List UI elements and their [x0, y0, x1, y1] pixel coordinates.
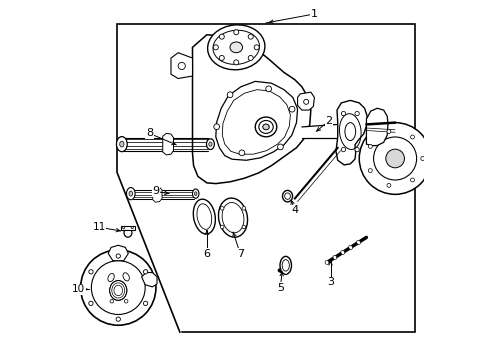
Ellipse shape	[265, 86, 271, 92]
Ellipse shape	[89, 301, 93, 306]
Ellipse shape	[410, 178, 414, 182]
Text: 10: 10	[72, 284, 85, 294]
Ellipse shape	[124, 300, 128, 303]
Ellipse shape	[120, 141, 124, 147]
Ellipse shape	[124, 228, 132, 237]
Ellipse shape	[386, 130, 390, 134]
Ellipse shape	[386, 183, 390, 187]
Ellipse shape	[262, 124, 269, 130]
Ellipse shape	[303, 99, 308, 104]
Polygon shape	[215, 81, 297, 160]
Ellipse shape	[367, 144, 371, 148]
Polygon shape	[163, 134, 173, 155]
Circle shape	[81, 250, 156, 325]
Ellipse shape	[348, 246, 352, 249]
Ellipse shape	[367, 168, 371, 172]
Circle shape	[91, 261, 145, 315]
Ellipse shape	[116, 254, 120, 258]
Text: 6: 6	[203, 248, 210, 258]
Ellipse shape	[227, 92, 232, 98]
Ellipse shape	[233, 30, 238, 35]
Ellipse shape	[129, 191, 132, 196]
Ellipse shape	[280, 256, 291, 274]
Ellipse shape	[220, 207, 224, 210]
Ellipse shape	[340, 250, 344, 255]
Circle shape	[359, 123, 430, 194]
Ellipse shape	[248, 34, 253, 39]
Polygon shape	[335, 100, 366, 165]
Ellipse shape	[229, 42, 242, 53]
Text: 11: 11	[92, 222, 106, 232]
Bar	[117, 24, 414, 332]
Ellipse shape	[258, 121, 273, 134]
Ellipse shape	[344, 123, 355, 140]
Ellipse shape	[219, 55, 224, 60]
Ellipse shape	[213, 45, 218, 50]
Text: 8: 8	[145, 129, 153, 138]
Ellipse shape	[143, 301, 147, 306]
Ellipse shape	[420, 157, 424, 161]
Ellipse shape	[341, 112, 345, 116]
Ellipse shape	[341, 148, 345, 152]
Ellipse shape	[122, 226, 124, 229]
Ellipse shape	[126, 188, 135, 200]
Ellipse shape	[410, 135, 414, 139]
Ellipse shape	[192, 189, 199, 198]
Polygon shape	[108, 245, 128, 261]
Circle shape	[385, 149, 404, 168]
Ellipse shape	[354, 148, 359, 152]
Ellipse shape	[242, 225, 245, 229]
Ellipse shape	[213, 124, 219, 130]
Ellipse shape	[208, 142, 212, 146]
Ellipse shape	[354, 112, 359, 116]
Polygon shape	[152, 187, 162, 202]
Ellipse shape	[220, 225, 224, 229]
Ellipse shape	[89, 270, 93, 274]
Polygon shape	[171, 53, 192, 78]
Ellipse shape	[143, 270, 147, 274]
Ellipse shape	[239, 150, 244, 156]
Ellipse shape	[282, 190, 292, 202]
Ellipse shape	[193, 199, 215, 234]
Ellipse shape	[242, 207, 245, 210]
Ellipse shape	[131, 226, 133, 229]
Ellipse shape	[194, 192, 197, 195]
Ellipse shape	[178, 62, 185, 69]
Polygon shape	[366, 108, 387, 145]
Polygon shape	[297, 92, 314, 110]
Text: 9: 9	[152, 186, 159, 197]
Ellipse shape	[123, 273, 129, 281]
Ellipse shape	[218, 198, 247, 237]
Ellipse shape	[233, 60, 238, 65]
Ellipse shape	[254, 45, 259, 50]
Text: 5: 5	[276, 283, 283, 293]
Ellipse shape	[116, 317, 120, 321]
Ellipse shape	[206, 139, 214, 149]
Ellipse shape	[277, 144, 283, 150]
Ellipse shape	[255, 117, 276, 137]
Polygon shape	[117, 173, 180, 332]
Ellipse shape	[116, 136, 127, 152]
Circle shape	[373, 137, 416, 180]
Ellipse shape	[288, 106, 294, 112]
Polygon shape	[192, 35, 310, 184]
Text: 7: 7	[236, 248, 243, 258]
Ellipse shape	[332, 255, 336, 260]
Ellipse shape	[356, 240, 360, 244]
Ellipse shape	[109, 280, 126, 300]
Ellipse shape	[207, 25, 264, 70]
Bar	[301, 127, 344, 138]
Ellipse shape	[108, 274, 114, 282]
Text: 2: 2	[325, 116, 332, 126]
Ellipse shape	[219, 34, 224, 39]
Polygon shape	[142, 273, 157, 287]
Ellipse shape	[325, 260, 328, 265]
Text: 4: 4	[290, 206, 298, 216]
Text: 3: 3	[326, 277, 333, 287]
Text: 1: 1	[310, 9, 317, 19]
Ellipse shape	[248, 55, 253, 60]
Polygon shape	[121, 226, 135, 230]
Ellipse shape	[110, 300, 113, 303]
